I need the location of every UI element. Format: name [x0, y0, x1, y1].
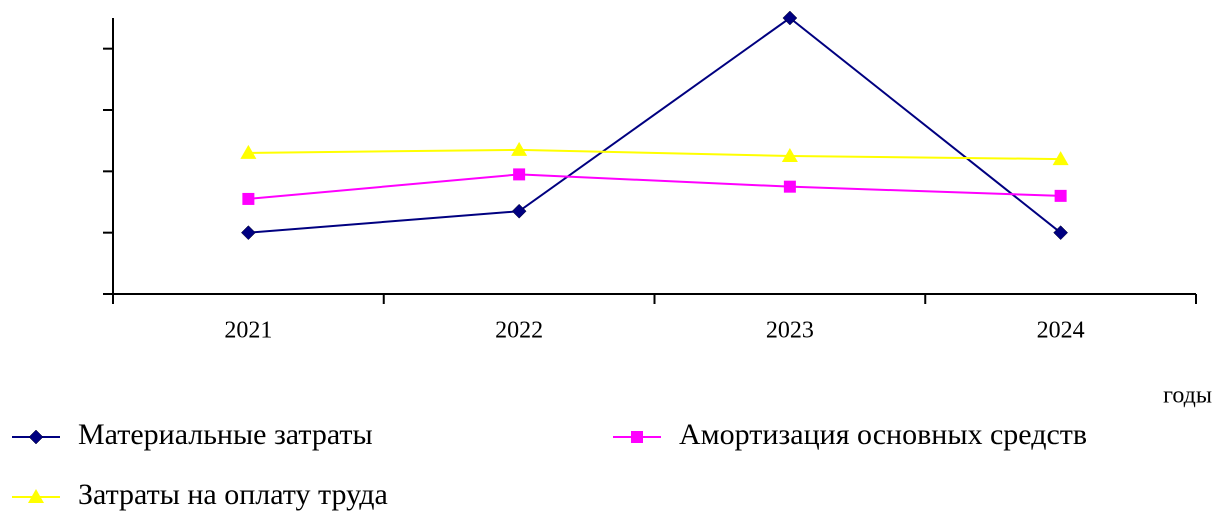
legend-label: Материальные затраты: [78, 418, 373, 451]
marker: [783, 180, 796, 193]
marker: [1054, 189, 1067, 202]
marker: [240, 144, 257, 159]
legend-label: Затраты на оплату труда: [78, 478, 388, 511]
marker: [28, 489, 44, 503]
marker: [1053, 225, 1068, 241]
x-tick-label: 2024: [1037, 318, 1085, 344]
marker: [511, 203, 527, 219]
series-line: [248, 16, 1062, 234]
marker: [28, 429, 44, 445]
marker: [782, 10, 798, 26]
x-axis-label: годы: [1163, 383, 1212, 409]
series-line: [248, 173, 1061, 200]
marker: [781, 148, 798, 162]
x-tick-label: 2023: [766, 318, 814, 344]
series-line: [248, 148, 1061, 161]
x-tick-label: 2022: [495, 318, 543, 344]
marker: [1052, 151, 1069, 166]
x-tick-label: 2021: [224, 318, 272, 344]
marker: [242, 192, 255, 205]
marker: [513, 168, 526, 181]
marker: [511, 141, 528, 156]
marker: [631, 431, 643, 443]
legend-label: Амортизация основных средств: [679, 418, 1087, 451]
marker: [241, 225, 256, 241]
